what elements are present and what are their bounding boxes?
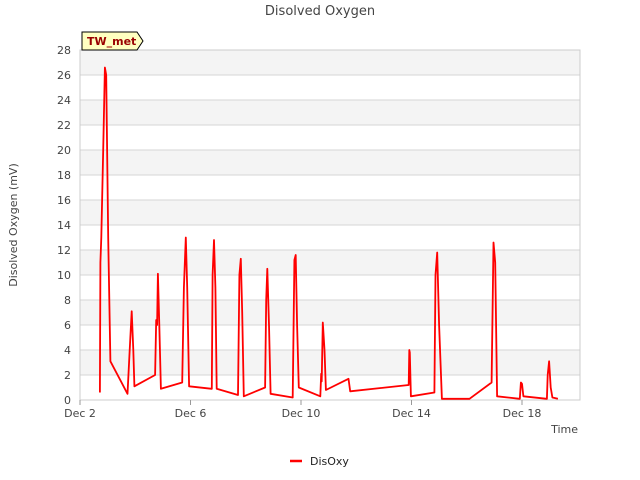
x-tick-label: Dec 14 (392, 407, 431, 420)
y-tick-label: 26 (57, 69, 71, 82)
y-tick-label: 18 (57, 169, 71, 182)
site-label-text: TW_met (87, 35, 136, 48)
background-band (80, 250, 580, 275)
y-tick-label: 2 (64, 369, 71, 382)
y-axis-label: Disolved Oxygen (mV) (7, 163, 20, 287)
background-band (80, 125, 580, 150)
background-band (80, 275, 580, 300)
x-tick-label: Dec 2 (64, 407, 96, 420)
series-line-disoxy (99, 66, 559, 400)
y-tick-label: 0 (64, 394, 71, 407)
site-label-tag: TW_met (81, 31, 144, 51)
y-tick-label: 14 (57, 219, 71, 232)
x-axis-ticks: Dec 2 Dec 6 Dec 10 Dec 14 Dec 18 (64, 400, 541, 420)
x-tick-label: Dec 10 (282, 407, 321, 420)
y-tick-label: 10 (57, 269, 71, 282)
y-tick-label: 6 (64, 319, 71, 332)
y-tick-label: 16 (57, 194, 71, 207)
y-tick-label: 24 (57, 94, 71, 107)
background-band (80, 225, 580, 250)
background-band (80, 175, 580, 200)
y-tick-label: 28 (57, 44, 71, 57)
y-tick-label: 22 (57, 119, 71, 132)
plot-area (79, 49, 581, 401)
x-tick-label: Dec 18 (503, 407, 542, 420)
background-band (80, 150, 580, 175)
legend-label: DisOxy (310, 455, 349, 468)
chart-title: Disolved Oxygen (265, 4, 375, 19)
background-band (80, 75, 580, 100)
background-band (80, 300, 580, 325)
y-tick-label: 4 (64, 344, 71, 357)
y-tick-label: 8 (64, 294, 71, 307)
legend: DisOxy (290, 455, 349, 468)
background-band (80, 50, 580, 75)
site-label-box (81, 31, 144, 51)
x-tick-label: Dec 6 (175, 407, 207, 420)
x-axis-label: Time (550, 423, 578, 436)
plot-frame (79, 49, 581, 401)
background-band (80, 200, 580, 225)
background-band (80, 100, 580, 125)
y-tick-label: 20 (57, 144, 71, 157)
y-tick-label: 12 (57, 244, 71, 257)
series-lines (99, 66, 559, 400)
